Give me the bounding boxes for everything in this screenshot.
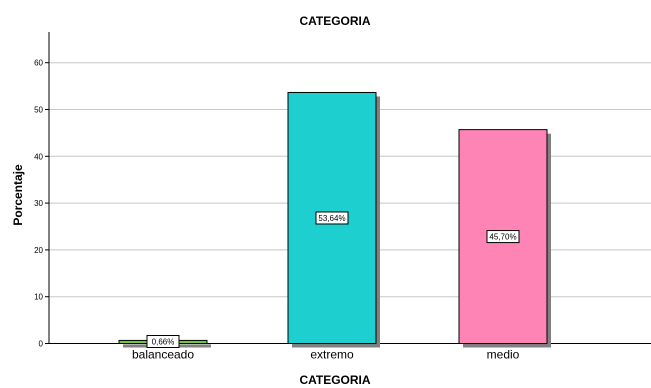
chart-title: CATEGORIA [299,14,370,28]
y-tick-label: 50 [34,106,43,115]
x-tick-label: balanceado [132,348,194,362]
x-tick-label: medio [487,348,520,362]
data-label-box [315,211,349,225]
data-label-box [486,230,520,244]
data-label: 0,66% [152,338,175,347]
data-label: 53,64% [318,214,345,223]
x-axis-title: CATEGORIA [299,373,370,387]
data-label: 45,70% [489,233,516,242]
x-tick-label: extremo [310,348,354,362]
y-tick-label: 60 [34,59,43,68]
y-axis-title: Porcentaje [11,164,25,226]
y-tick-label: 30 [34,199,43,208]
data-labels: 0,66% 53,64% 45,70% [146,211,520,348]
y-tick-label: 10 [34,293,43,302]
data-label-box [146,335,180,348]
y-tick-label: 0 [39,340,44,349]
y-tick-label: 40 [34,152,43,161]
y-tick-label: 20 [34,246,43,255]
